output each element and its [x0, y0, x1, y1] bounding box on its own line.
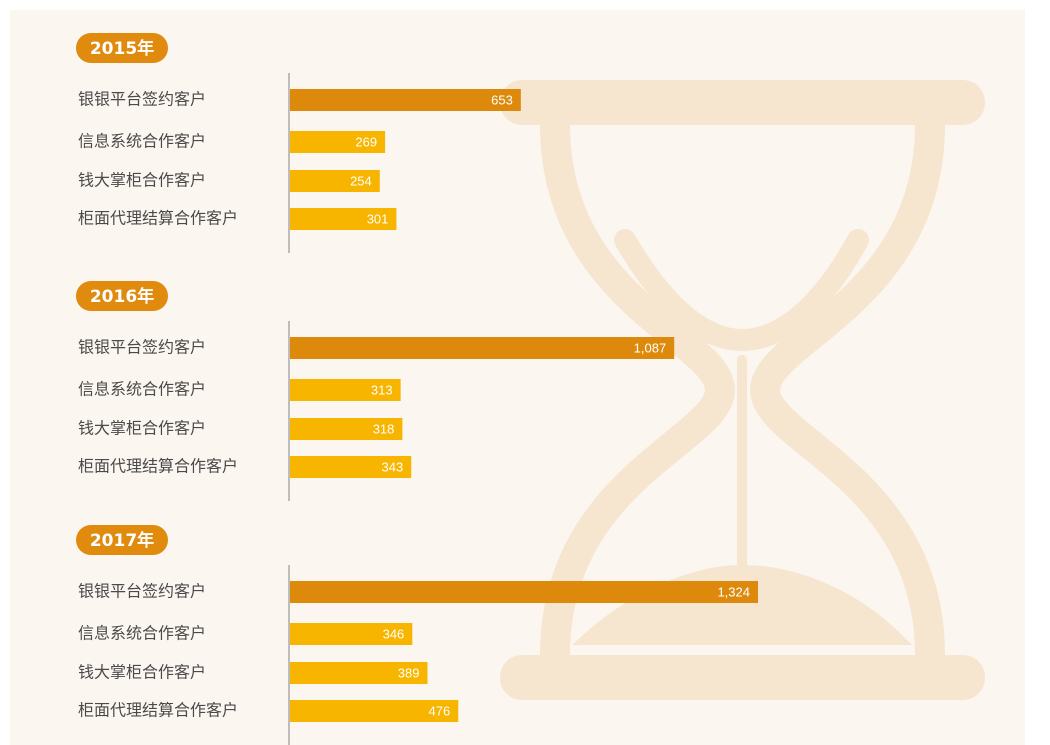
value-label: 318 [373, 421, 395, 436]
value-label: 313 [371, 382, 393, 397]
category-label: 柜面代理结算合作客户 [78, 457, 238, 476]
value-label: 301 [367, 211, 389, 226]
category-label: 信息系统合作客户 [78, 132, 206, 151]
value-label: 343 [382, 459, 404, 474]
category-label: 信息系统合作客户 [78, 380, 206, 399]
bar [290, 337, 674, 359]
value-label: 346 [383, 626, 405, 641]
category-label: 银银平台签约客户 [78, 90, 206, 109]
category-label: 柜面代理结算合作客户 [78, 701, 238, 720]
value-label: 269 [355, 134, 377, 149]
category-label: 钱大掌柜合作客户 [78, 171, 206, 190]
bar [290, 581, 758, 603]
value-label: 254 [350, 173, 372, 188]
value-label: 653 [491, 92, 513, 107]
value-label: 389 [398, 665, 420, 680]
panel-title: 2015年 [90, 38, 154, 59]
bar [290, 89, 521, 111]
category-label: 银银平台签约客户 [78, 338, 206, 357]
category-label: 钱大掌柜合作客户 [78, 663, 206, 682]
category-label: 银银平台签约客户 [78, 582, 206, 601]
category-label: 柜面代理结算合作客户 [78, 209, 238, 228]
category-label: 信息系统合作客户 [78, 624, 206, 643]
panel-title: 2016年 [90, 286, 154, 307]
value-label: 1,324 [717, 584, 750, 599]
panel-title: 2017年 [90, 530, 154, 551]
value-label: 476 [429, 703, 451, 718]
chart: 2015年银银平台签约客户 653 信息系统合作客户 269 钱大掌柜合作客户 254 柜面… [0, 0, 1050, 745]
value-label: 1,087 [634, 340, 667, 355]
category-label: 钱大掌柜合作客户 [78, 419, 206, 438]
